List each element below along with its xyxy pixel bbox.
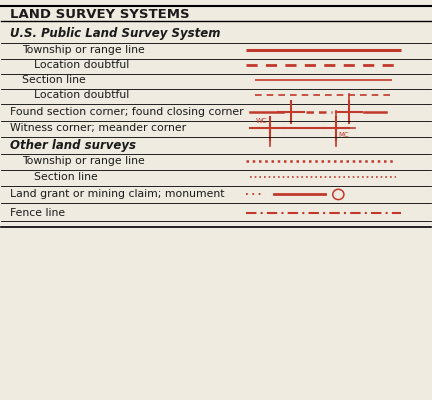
Text: Witness corner; meander corner: Witness corner; meander corner: [10, 124, 186, 134]
Text: U.S. Public Land Survey System: U.S. Public Land Survey System: [10, 28, 220, 40]
Text: Location doubtful: Location doubtful: [34, 60, 129, 70]
Text: Section line: Section line: [34, 172, 98, 182]
Text: Township or range line: Township or range line: [22, 45, 145, 55]
Text: LAND SURVEY SYSTEMS: LAND SURVEY SYSTEMS: [10, 8, 190, 20]
Text: Other land surveys: Other land surveys: [10, 139, 136, 152]
Text: Found section corner; found closing corner: Found section corner; found closing corn…: [10, 107, 244, 117]
Text: Fence line: Fence line: [10, 208, 65, 218]
Text: Township or range line: Township or range line: [22, 156, 145, 166]
Text: Location doubtful: Location doubtful: [34, 90, 129, 100]
Text: Section line: Section line: [22, 75, 86, 85]
Text: MC: MC: [338, 132, 349, 138]
Text: WC: WC: [256, 118, 267, 124]
Text: Land grant or mining claim; monument: Land grant or mining claim; monument: [10, 190, 225, 200]
